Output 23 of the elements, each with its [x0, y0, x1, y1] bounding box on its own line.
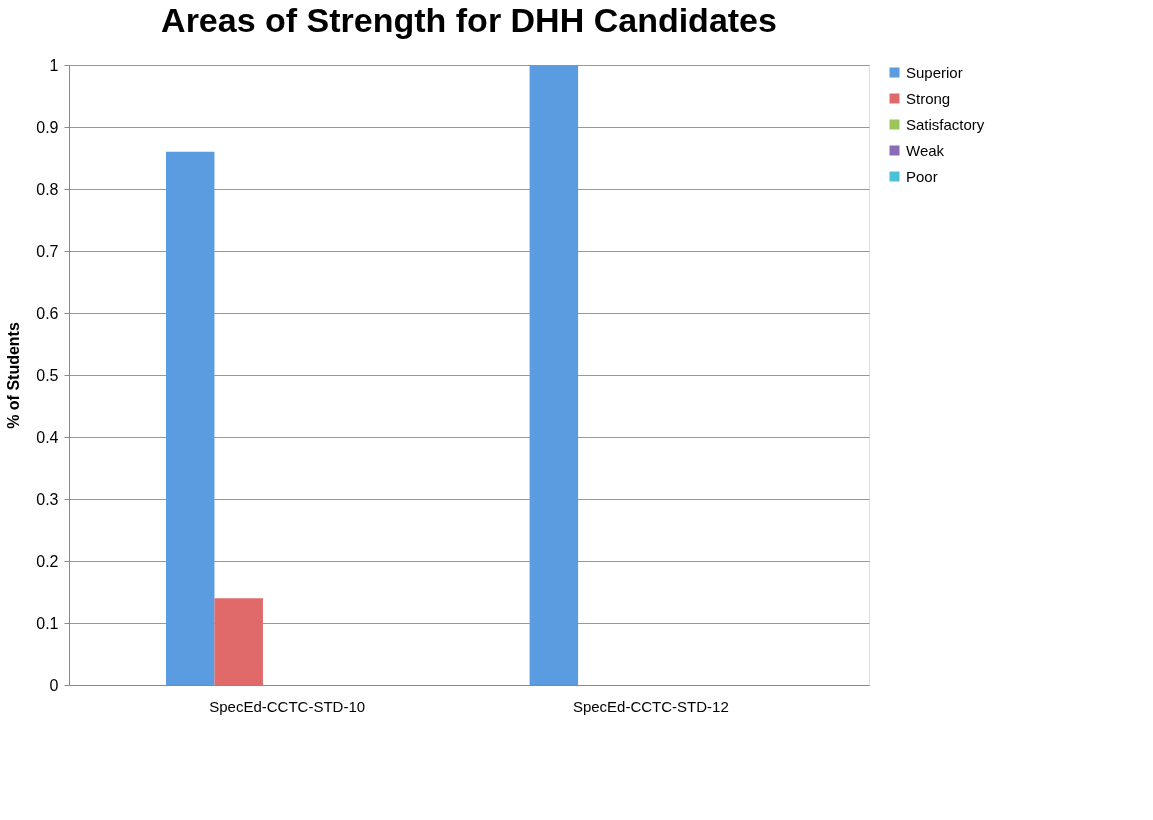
y-tick-label: 0.6 — [36, 304, 59, 322]
legend-label: Poor — [906, 167, 938, 185]
legend-label: Strong — [906, 89, 951, 107]
x-tick-label: SpecEd-CCTC-STD-10 — [209, 697, 366, 715]
legend-label: Superior — [906, 63, 963, 81]
x-tick-label: SpecEd-CCTC-STD-12 — [572, 697, 729, 715]
y-tick-label: 0 — [49, 676, 59, 694]
y-tick-label: 1 — [49, 56, 59, 74]
bar — [529, 65, 579, 685]
y-tick-label: 0.4 — [36, 428, 59, 446]
y-tick-label: 0.3 — [36, 490, 59, 508]
y-tick-label: 0.7 — [36, 242, 59, 260]
bar — [214, 598, 263, 685]
legend-label: Satisfactory — [906, 115, 985, 133]
y-tick-label: 0.9 — [36, 118, 59, 136]
chart-title: Areas of Strength for DHH Candidates — [161, 1, 777, 39]
y-axis-title: % of Students — [5, 322, 23, 429]
y-tick-label: 0.5 — [36, 366, 59, 384]
bar — [165, 151, 215, 685]
y-tick-label: 0.2 — [36, 552, 59, 570]
y-tick-label: 0.8 — [36, 180, 59, 198]
legend-label: Weak — [906, 141, 945, 159]
y-tick-label: 0.1 — [36, 614, 59, 632]
